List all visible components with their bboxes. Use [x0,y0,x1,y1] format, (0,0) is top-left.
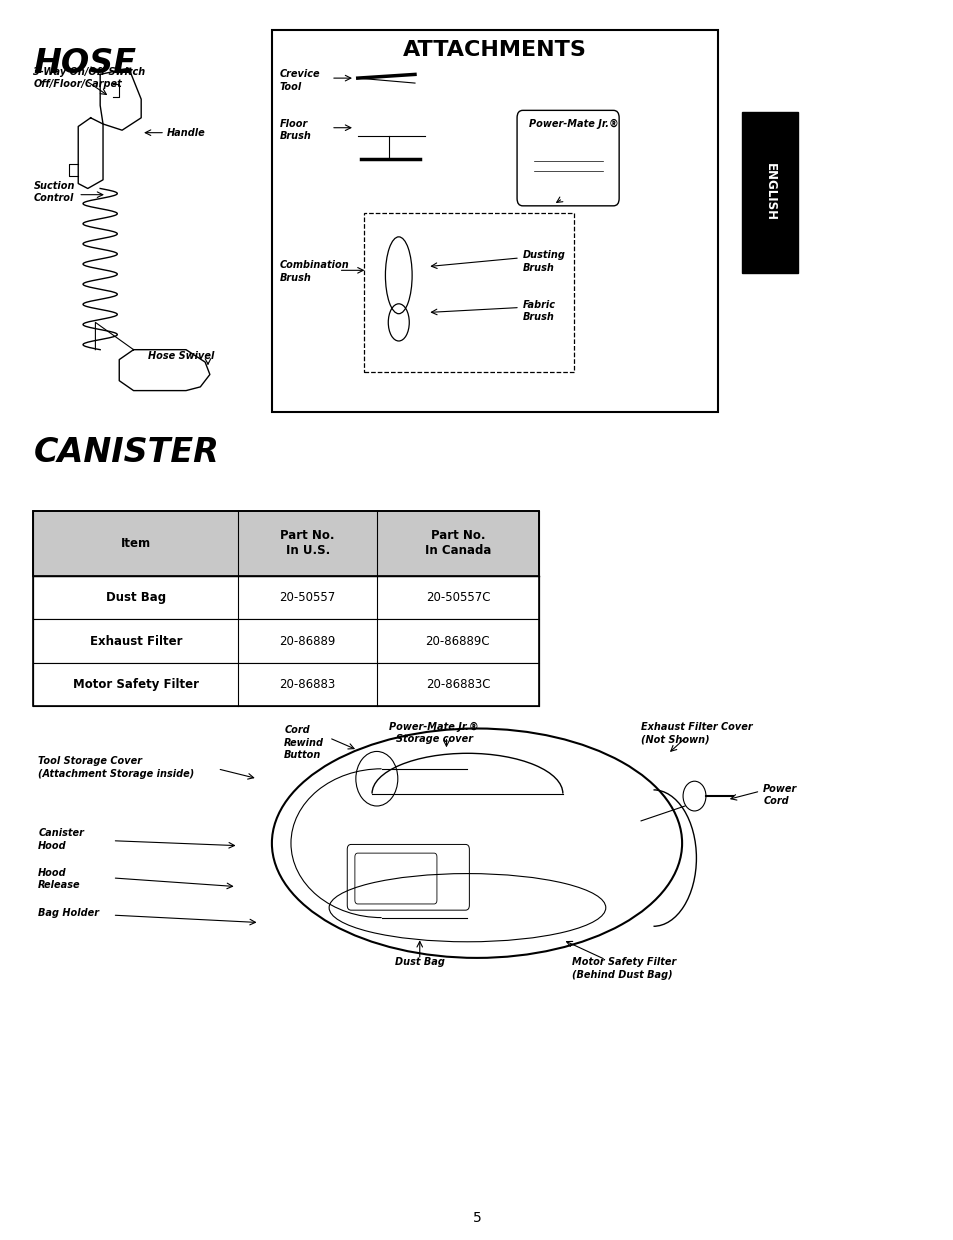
Text: Dust Bag: Dust Bag [106,591,166,604]
Text: 20-86883C: 20-86883C [425,678,490,691]
Bar [33,662,538,707]
Text: Bag Holder: Bag Holder [38,908,99,918]
Text: ENGLISH: ENGLISH [762,164,776,221]
Text: Power-Mate Jr.®
Storage cover: Power-Mate Jr.® Storage cover [389,722,478,744]
Text: Tool Storage Cover
(Attachment Storage inside): Tool Storage Cover (Attachment Storage i… [38,756,194,779]
Text: Hose Swivel: Hose Swivel [148,351,214,361]
Bar [33,511,538,575]
Text: 20-86883: 20-86883 [279,678,335,691]
Text: Suction
Control: Suction Control [33,181,75,203]
Bar [33,575,538,620]
Text: 20-86889: 20-86889 [279,635,335,647]
Text: Dusting
Brush: Dusting Brush [522,250,565,273]
Text: 3-Way On/Off Switch
Off/Floor/Carpet: 3-Way On/Off Switch Off/Floor/Carpet [33,67,146,89]
Text: CANISTER: CANISTER [33,436,219,470]
Text: Fabric
Brush: Fabric Brush [522,300,556,322]
Text: Cord
Rewind
Button: Cord Rewind Button [284,725,324,760]
Text: Exhaust Filter Cover
(Not Shown): Exhaust Filter Cover (Not Shown) [640,722,752,744]
Text: Part No.
In Canada: Part No. In Canada [424,529,491,558]
Bar [741,112,797,273]
Text: Motor Safety Filter: Motor Safety Filter [72,678,199,691]
Text: Dust Bag: Dust Bag [395,957,444,967]
Text: Handle: Handle [167,128,206,138]
Text: Motor Safety Filter
(Behind Dust Bag): Motor Safety Filter (Behind Dust Bag) [572,957,676,980]
Text: Floor
Brush: Floor Brush [279,119,311,141]
Bar [33,511,538,707]
Bar [272,30,718,412]
Bar [364,213,574,372]
Text: Part No.
In U.S.: Part No. In U.S. [280,529,335,558]
Text: HOSE: HOSE [33,47,136,81]
Text: 20-50557: 20-50557 [279,591,335,604]
Text: 5: 5 [472,1210,481,1225]
Text: Canister
Hood: Canister Hood [38,828,84,851]
Text: 20-86889C: 20-86889C [425,635,490,647]
Text: Exhaust Filter: Exhaust Filter [90,635,182,647]
Text: Combination
Brush: Combination Brush [279,260,349,283]
Text: Item: Item [121,537,151,549]
Text: ATTACHMENTS: ATTACHMENTS [403,40,586,60]
Text: 20-50557C: 20-50557C [425,591,490,604]
Text: Power
Cord: Power Cord [762,784,797,806]
Text: Crevice
Tool: Crevice Tool [279,69,320,92]
Text: Hood
Release: Hood Release [38,868,81,890]
Bar [33,620,538,663]
Text: Power-Mate Jr.®: Power-Mate Jr.® [529,119,618,129]
